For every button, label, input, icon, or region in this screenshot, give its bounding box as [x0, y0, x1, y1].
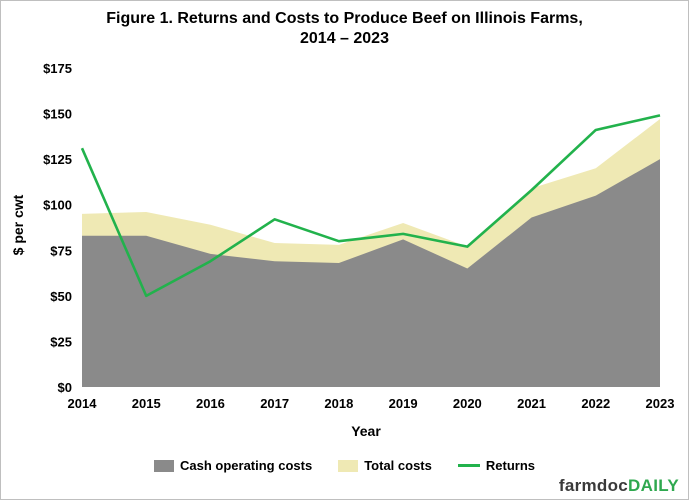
- legend-swatch-total: [338, 459, 359, 472]
- x-tick-label: 2021: [517, 396, 546, 411]
- legend-label-cash: Cash operating costs: [180, 458, 313, 473]
- legend-item-returns: Returns: [457, 458, 535, 473]
- y-axis-title: $ per cwt: [10, 194, 26, 255]
- legend-swatch-returns: [457, 464, 480, 467]
- y-tick-label: $75: [50, 243, 72, 258]
- x-tick-label: 2014: [68, 396, 98, 411]
- line-returns: [80, 114, 661, 298]
- x-tick-label: 2023: [646, 396, 675, 411]
- y-tick-label: $100: [43, 198, 72, 213]
- brand-part2: DAILY: [628, 476, 679, 495]
- x-tick-label: 2015: [132, 396, 161, 411]
- brand-logo: farmdocDAILY: [559, 476, 679, 496]
- legend: Cash operating costs Total costs Returns: [0, 458, 689, 473]
- legend-label-total: Total costs: [364, 458, 432, 473]
- y-tick-label: $150: [43, 107, 72, 122]
- chart-title-line1: Figure 1. Returns and Costs to Produce B…: [106, 10, 583, 27]
- x-tick-label: 2019: [389, 396, 418, 411]
- x-tick-label: 2020: [453, 396, 482, 411]
- legend-item-cash: Cash operating costs: [154, 458, 312, 473]
- y-tick-label: $25: [50, 334, 72, 349]
- legend-swatch-cash: [154, 459, 174, 472]
- brand-part1: farmdoc: [558, 476, 629, 495]
- area-cash-operating-costs: [82, 159, 660, 387]
- x-axis-title: Year: [351, 423, 381, 439]
- chart-title: Figure 1. Returns and Costs to Produce B…: [0, 9, 689, 49]
- x-tick-label: 2016: [196, 396, 225, 411]
- x-tick-label: 2022: [581, 396, 610, 411]
- x-tick-label: 2017: [260, 396, 289, 411]
- legend-label-returns: Returns: [485, 458, 535, 473]
- legend-item-total: Total costs: [338, 458, 432, 473]
- y-tick-label: $50: [50, 289, 72, 304]
- y-tick-label: $125: [43, 152, 72, 167]
- y-tick-label: $175: [43, 61, 72, 76]
- x-tick-label: 2018: [324, 396, 353, 411]
- y-tick-label: $0: [58, 380, 72, 395]
- chart-title-line2: 2014 – 2023: [300, 30, 389, 47]
